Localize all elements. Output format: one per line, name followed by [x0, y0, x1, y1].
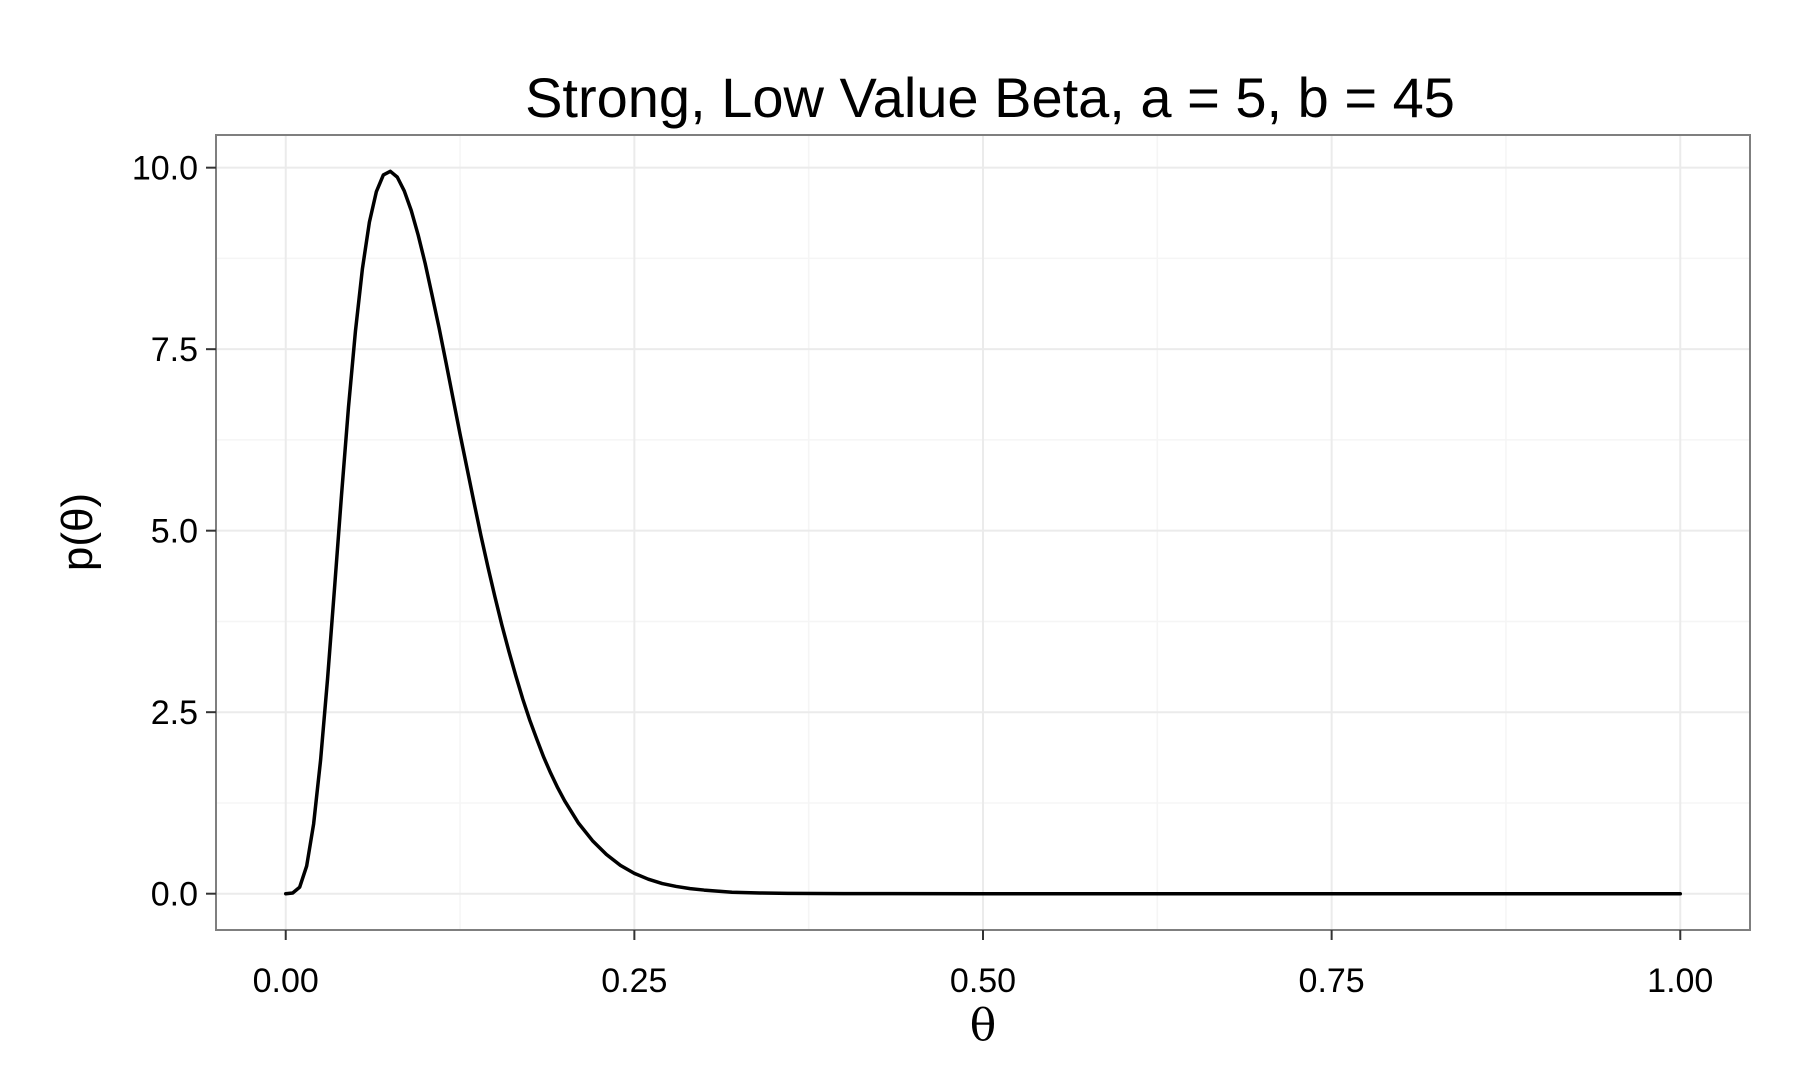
x-tick-label: 0.50: [950, 962, 1016, 1000]
x-tick-label: 0.00: [253, 962, 319, 1000]
x-tick-label: 0.25: [601, 962, 667, 1000]
y-tick-label: 2.5: [151, 694, 198, 732]
y-tick-label: 7.5: [151, 331, 198, 369]
x-tick-label: 0.75: [1299, 962, 1365, 1000]
x-axis-label: θ: [970, 1000, 997, 1051]
y-tick-label: 0.0: [151, 876, 198, 914]
chart-title: Strong, Low Value Beta, a = 5, b = 45: [525, 66, 1455, 129]
y-tick-label: 5.0: [151, 513, 198, 551]
x-tick-label: 1.00: [1647, 962, 1713, 1000]
y-axis-label: p(θ): [53, 493, 102, 571]
density-curve: [283, 169, 1683, 896]
series-layer: [283, 169, 1683, 896]
y-axis: 0.0 2.5 5.0 7.5 10.0: [132, 150, 216, 914]
y-tick-label: 10.0: [132, 150, 198, 188]
x-axis: 0.00 0.25 0.50 0.75 1.00: [253, 930, 1713, 1000]
grid-major: [216, 135, 1750, 930]
